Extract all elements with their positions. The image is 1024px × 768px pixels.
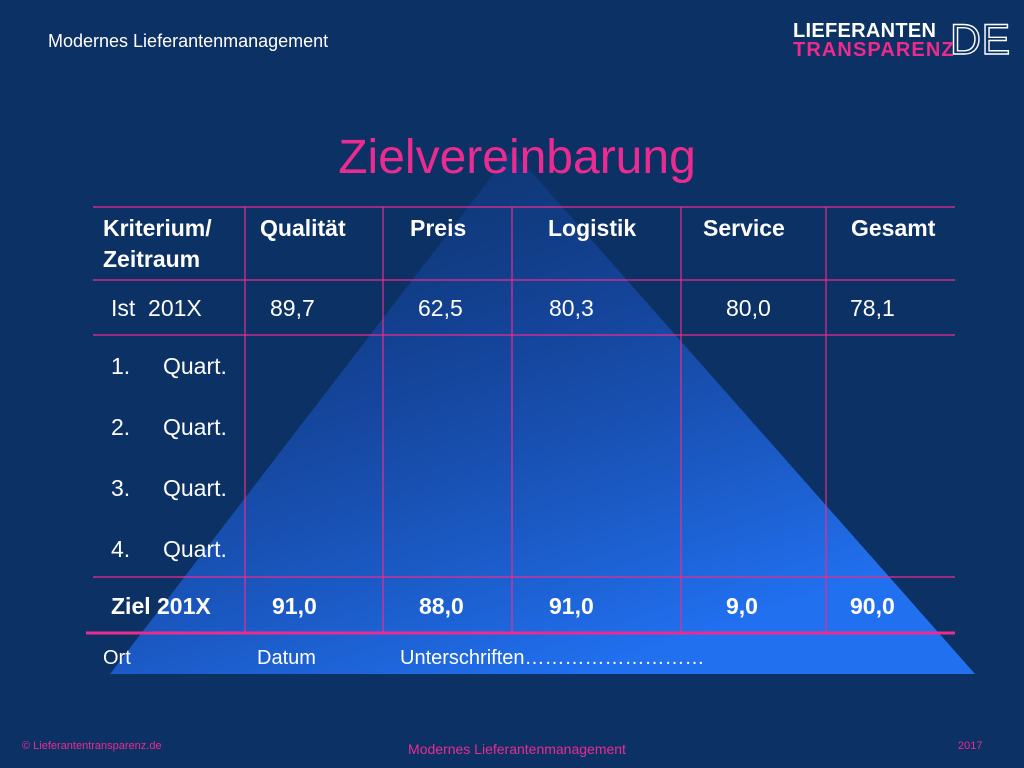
target-price: 88,0 (419, 593, 464, 619)
quarter-4-label: Quart. (163, 536, 227, 562)
header-quality: Qualität (260, 215, 346, 241)
footer-year: 2017 (958, 740, 983, 752)
actual-price: 62,5 (418, 295, 463, 321)
quarter-4-number: 4. (111, 536, 131, 562)
actual-label: Ist 201X (111, 295, 202, 321)
actual-quality: 89,7 (270, 295, 315, 321)
brand-logo: LIEFERANTEN TRANSPARENZ DE (793, 16, 1011, 64)
header-criterion-line2: Zeitraum (103, 246, 201, 272)
header-service: Service (703, 215, 785, 241)
actual-logistics: 80,3 (549, 295, 594, 321)
target-total: 90,0 (850, 593, 895, 619)
target-service: 9,0 (726, 593, 758, 619)
signature-date: Datum (257, 647, 316, 669)
target-quality: 91,0 (272, 593, 317, 619)
header-criterion-line1: Kriterium/ (103, 215, 212, 241)
header-price: Preis (410, 215, 467, 241)
quarter-1-number: 1. (111, 353, 131, 379)
actual-total: 78,1 (850, 295, 895, 321)
target-label: Ziel 201X (111, 593, 211, 619)
target-logistics: 91,0 (549, 593, 594, 619)
quarter-1-label: Quart. (163, 353, 227, 379)
signature-signatures: Unterschriften……………………… (400, 647, 705, 669)
quarter-3-label: Quart. (163, 475, 227, 501)
header-total: Gesamt (851, 215, 936, 241)
logo-suffix: DE (949, 16, 1011, 64)
logo-line-1: LIEFERANTEN (793, 20, 937, 42)
quarter-2-number: 2. (111, 414, 131, 440)
footer-title: Modernes Lieferantenmanagement (408, 741, 626, 757)
footer-copyright: © Lieferantentransparenz.de (22, 740, 162, 752)
signature-place: Ort (103, 647, 131, 669)
quarter-3-number: 3. (111, 475, 131, 501)
logo-line-2: TRANSPARENZ (793, 39, 955, 61)
actual-service: 80,0 (726, 295, 771, 321)
header-logistics: Logistik (548, 215, 637, 241)
header-title: Modernes Lieferantenmanagement (48, 31, 329, 51)
slide-title: Zielvereinbarung (338, 131, 696, 184)
quarter-2-label: Quart. (163, 414, 227, 440)
